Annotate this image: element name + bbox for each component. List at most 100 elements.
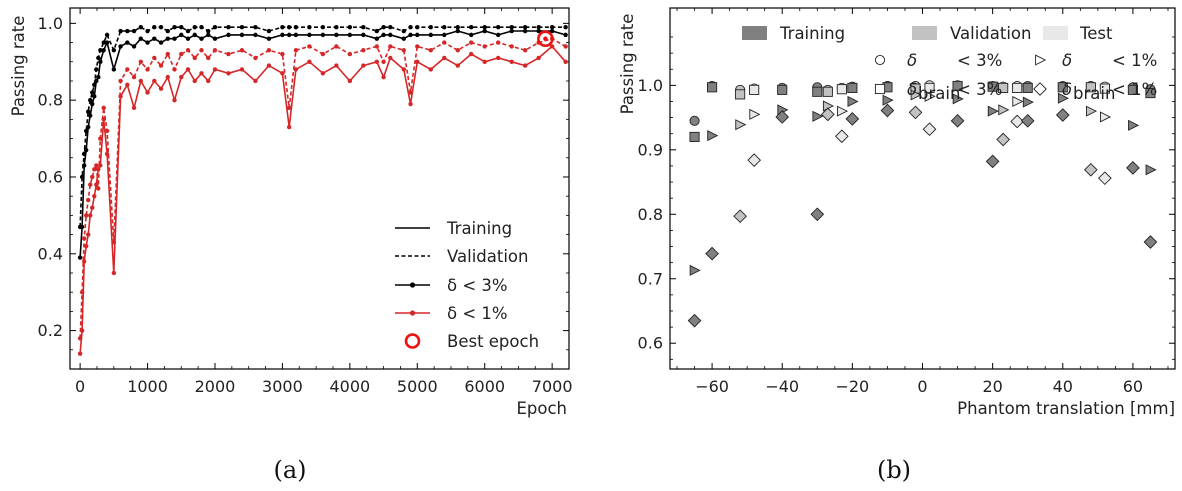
x-tick-label: 1000 — [127, 377, 168, 396]
series-point — [347, 32, 353, 38]
diamond-point — [775, 110, 790, 124]
diamond-point — [908, 105, 923, 120]
series-point — [482, 25, 487, 30]
series-point — [90, 90, 95, 95]
series-point — [212, 48, 218, 53]
series-point — [79, 289, 85, 295]
series-point — [88, 97, 93, 103]
series-point — [172, 25, 177, 30]
triangle-point — [707, 130, 719, 142]
series-point — [495, 55, 501, 61]
series-line-red-dashed — [79, 37, 566, 339]
series-point — [469, 25, 474, 30]
series-point — [90, 174, 95, 180]
x-tick-label: −60 — [695, 377, 729, 396]
series-point — [428, 32, 433, 38]
series-point — [98, 48, 103, 53]
series-point — [415, 25, 420, 30]
series-point — [83, 213, 89, 218]
series-point — [509, 59, 514, 64]
series-point — [266, 36, 272, 41]
series-point — [94, 163, 99, 168]
series-point — [92, 167, 97, 172]
series-point — [83, 128, 89, 134]
series-point — [111, 48, 117, 53]
series-point — [239, 48, 245, 53]
panel-b-ylabel: Passing rate — [618, 14, 637, 115]
panel-a-caption: (a) — [273, 456, 306, 484]
series-point — [104, 40, 110, 45]
series-point — [374, 44, 380, 49]
series-point — [408, 101, 413, 107]
series-point — [145, 90, 150, 95]
series-point — [408, 32, 413, 38]
x-tick-label: 40 — [1053, 377, 1073, 396]
series-point — [388, 25, 393, 30]
series-point — [253, 78, 258, 84]
square-point — [812, 86, 823, 97]
series-point — [138, 25, 144, 30]
triangle-point — [1100, 111, 1112, 123]
square-point — [1127, 84, 1138, 95]
square-point — [735, 89, 746, 100]
x-tick-label: 7000 — [532, 377, 573, 396]
panel-a: 0 1000 2000 3000 4000 5000 6000 7000 0.2 0.4 0.6 0.… — [9, 7, 573, 484]
series-line-black-dashed — [79, 26, 566, 227]
series-point — [563, 25, 568, 30]
series-point — [280, 25, 285, 30]
series-point — [158, 40, 164, 45]
square-point — [777, 84, 788, 95]
series-point — [118, 44, 123, 49]
series-point — [415, 44, 420, 49]
series-point — [442, 25, 447, 30]
x-tick-label: 2000 — [195, 377, 236, 396]
series-point — [212, 36, 218, 41]
series-point — [226, 71, 231, 76]
series-point — [455, 25, 460, 30]
series-point — [101, 40, 106, 45]
series-point — [442, 55, 447, 61]
triangle-point — [749, 108, 761, 120]
series-point — [253, 32, 258, 38]
panel-a-series — [77, 25, 568, 356]
series-point — [401, 67, 406, 72]
series-point — [101, 48, 106, 53]
diamond-point — [810, 207, 825, 222]
series-point — [334, 63, 339, 68]
diamond-point — [705, 246, 719, 261]
series-point — [199, 48, 204, 53]
series-point — [455, 28, 460, 34]
x-tick-label: 60 — [1123, 377, 1143, 396]
series-point — [347, 25, 353, 30]
x-tick-label: 4000 — [329, 377, 370, 396]
series-point — [138, 78, 144, 84]
series-point — [482, 28, 487, 34]
series-point — [334, 44, 339, 49]
series-point — [172, 36, 177, 41]
series-point — [307, 32, 312, 38]
series-point — [212, 25, 218, 30]
series-point — [185, 36, 191, 41]
series-point — [118, 78, 123, 84]
series-point — [469, 51, 474, 57]
series-point — [374, 59, 380, 64]
series-point — [286, 25, 292, 30]
y-tick-label: 0.2 — [38, 321, 63, 340]
series-point — [495, 25, 501, 30]
series-point — [86, 109, 91, 114]
series-point — [77, 255, 83, 260]
series-point — [253, 55, 258, 61]
series-point — [408, 90, 413, 95]
series-point — [374, 36, 380, 41]
diamond-point — [1020, 113, 1035, 128]
series-point — [145, 28, 150, 34]
series-point — [239, 25, 245, 30]
series-point — [88, 213, 93, 218]
diamond-point — [1143, 235, 1158, 249]
series-point — [509, 25, 514, 30]
y-tick-label: 0.7 — [638, 269, 663, 288]
legend-training-swatch — [742, 26, 767, 40]
series-point — [536, 25, 541, 30]
diamond-point — [835, 129, 849, 144]
panel-a-xlabel: Epoch — [516, 399, 567, 418]
